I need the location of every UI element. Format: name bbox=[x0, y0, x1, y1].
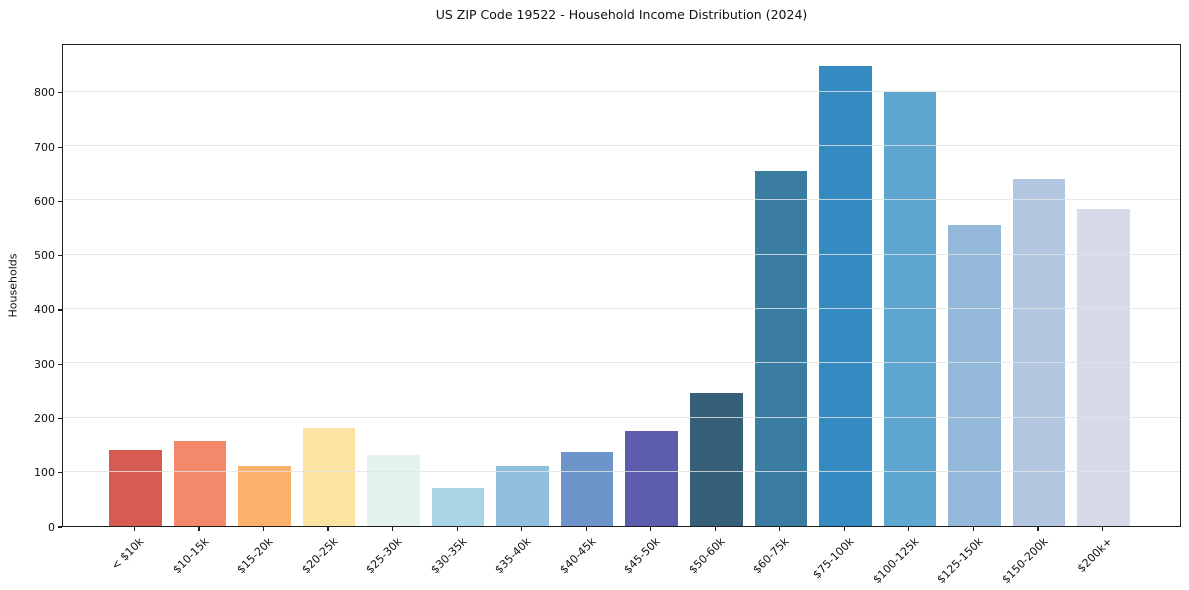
x-axis-tick bbox=[1037, 527, 1039, 531]
x-tick-label-text: $150-200k bbox=[998, 535, 1051, 587]
y-axis-tick bbox=[58, 309, 62, 311]
y-tick-label: 700 bbox=[34, 140, 55, 154]
x-axis-tick bbox=[908, 527, 910, 531]
x-tick-label-text: $200k+ bbox=[1074, 535, 1115, 576]
x-tick-label-text: $15-20k bbox=[234, 535, 276, 577]
bar bbox=[883, 92, 937, 526]
bar bbox=[560, 451, 614, 526]
x-axis-tick bbox=[650, 527, 652, 531]
bar bbox=[1077, 208, 1130, 526]
y-tick-label: 0 bbox=[48, 520, 55, 534]
x-tick-label-text: $50-60k bbox=[686, 535, 728, 577]
y-axis-tick bbox=[58, 92, 62, 94]
x-tick-label-text: $45-50k bbox=[621, 535, 663, 577]
bars-layer bbox=[63, 45, 1180, 526]
y-axis-tick bbox=[58, 417, 62, 420]
x-tick-label-text: $25-30k bbox=[363, 535, 405, 577]
x-axis-tick bbox=[843, 527, 845, 531]
y-tick-label: 300 bbox=[34, 357, 55, 371]
x-axis-tick bbox=[456, 527, 458, 531]
y-tick-label: 500 bbox=[34, 249, 55, 263]
bar bbox=[367, 455, 420, 526]
y-axis-tick bbox=[58, 472, 62, 474]
x-tick-label-text: $20-25k bbox=[299, 535, 341, 577]
bar bbox=[625, 430, 678, 526]
y-axis-tick bbox=[58, 363, 62, 365]
y-axis-tick bbox=[58, 255, 62, 257]
x-axis-tick bbox=[198, 527, 200, 531]
x-axis-tick bbox=[972, 527, 974, 531]
x-axis-tick bbox=[521, 527, 523, 531]
bar bbox=[690, 393, 743, 526]
x-axis-tick bbox=[1101, 527, 1104, 531]
x-tick-label-text: $35-40k bbox=[492, 535, 534, 577]
x-axis-tick bbox=[714, 527, 716, 531]
bar bbox=[819, 66, 872, 526]
y-tick-label: 400 bbox=[34, 303, 55, 317]
y-tick-label: 800 bbox=[34, 86, 55, 100]
x-tick-label-text: $10-15k bbox=[169, 535, 212, 577]
x-axis-tick bbox=[327, 527, 329, 531]
x-tick-label-text: $75-100k bbox=[810, 535, 857, 582]
x-axis-tick bbox=[585, 527, 587, 531]
x-tick-label-text: $60-75k bbox=[750, 535, 792, 577]
x-tick-label-text: $30-35k bbox=[428, 535, 470, 577]
x-tick-label-text: $125-150k bbox=[934, 535, 986, 587]
y-axis-tick bbox=[58, 146, 62, 148]
x-tick-label-text: < $10k bbox=[109, 535, 147, 573]
bar bbox=[238, 466, 291, 526]
x-axis-tick bbox=[779, 527, 781, 531]
y-tick-label: 600 bbox=[34, 194, 55, 208]
bar bbox=[173, 440, 227, 526]
bar bbox=[1012, 178, 1066, 526]
y-axis-tick bbox=[58, 200, 62, 202]
bar bbox=[302, 427, 356, 526]
bar bbox=[754, 170, 808, 526]
x-axis-tick bbox=[262, 527, 265, 531]
x-axis-tick bbox=[392, 527, 394, 531]
y-tick-label: 200 bbox=[34, 411, 55, 425]
x-tick-label-text: $40-45k bbox=[557, 535, 599, 577]
bar bbox=[496, 465, 549, 526]
chart-title: US ZIP Code 19522 - Household Income Dis… bbox=[435, 7, 808, 22]
bar bbox=[431, 487, 485, 526]
plot-area bbox=[62, 44, 1181, 527]
y-axis-tick bbox=[58, 526, 62, 528]
y-tick-label: 100 bbox=[34, 466, 55, 480]
x-axis-tick bbox=[133, 527, 136, 531]
bar bbox=[948, 224, 1001, 526]
bar bbox=[109, 450, 162, 526]
x-tick-label-text: $100-125k bbox=[869, 535, 922, 587]
